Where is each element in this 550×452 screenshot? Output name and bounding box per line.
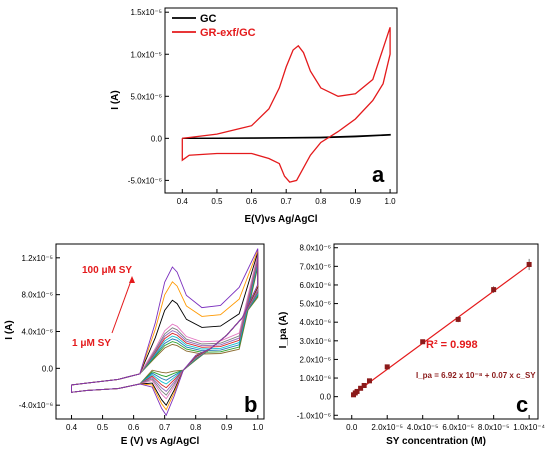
panel-b-x-tick-label: 0.6	[128, 423, 140, 432]
panel-b-y-tick-label: -4.0x10⁻⁶	[19, 401, 53, 410]
panel-a-x-tick-label: 0.4	[177, 197, 189, 206]
panel-b-x-tick-label: 0.8	[190, 423, 202, 432]
panel-a-y-tick-label: -5.0x10⁻⁶	[128, 176, 162, 185]
panel-c-y-tick-label: 1.0x10⁻⁶	[299, 374, 331, 383]
panel-c-calibration: 0.0 2.0x10⁻⁵ 4.0x10⁻⁵ 6.0x10⁻⁵ 8.0x10⁻⁵ 1.0x1…	[278, 243, 546, 447]
panel-c-x-tick-label: 2.0x10⁻⁵	[371, 423, 403, 432]
panel-a-legend: GC GR-exf/GC	[172, 13, 256, 39]
panel-c-x-tick-label: 8.0x10⁻⁵	[478, 423, 510, 432]
data-point	[384, 364, 390, 370]
curve-gc	[182, 133, 391, 139]
panel-a-y-tick-label: 5.0x10⁻⁶	[130, 92, 162, 101]
panel-a-x-tick-label: 0.9	[350, 197, 362, 206]
panel-b-letter: b	[244, 392, 257, 417]
data-point	[420, 339, 426, 345]
panel-c-x-axis-label: SY concentration (M)	[386, 436, 486, 447]
panel-b-annotation-arrow	[111, 277, 133, 334]
panel-b-x-tick-label: 0.9	[221, 423, 233, 432]
panel-a-x-axis-label: E(V)vs Ag/AgCl	[245, 214, 318, 225]
data-point	[366, 378, 372, 384]
panel-b-y-tick-label: 8.0x10⁻⁶	[21, 291, 53, 300]
cv-curve-7	[71, 255, 259, 396]
panel-c-y-tick-label: 4.0x10⁻⁶	[299, 318, 331, 327]
data-point	[526, 261, 532, 267]
panel-b-x-tick-label: 0.4	[66, 423, 78, 432]
panel-b-annotation-1um: 1 μM SY	[72, 338, 111, 349]
panel-b-x-axis-label: E (V) vs Ag/AgCl	[121, 436, 200, 447]
panel-c-y-tick-label: 5.0x10⁻⁶	[299, 300, 331, 309]
panel-b-y-axis-label: I (A)	[4, 320, 15, 339]
panel-c-equation: I_pa = 6.92 x 10⁻⁸ + 0.07 x c_SY	[416, 371, 536, 380]
panel-a-cv-comparison: 0.4 0.5 0.6 0.7 0.8 0.9 1.0 -5.0x10⁻⁶ 0.0 5.0x10⁻…	[110, 7, 398, 225]
data-point	[491, 287, 497, 293]
panel-c-x-tick-label: 6.0x10⁻⁵	[442, 423, 474, 432]
data-point	[354, 388, 360, 394]
panel-c-r2: R² = 0.998	[426, 339, 478, 351]
panel-c-x-tick-label: 4.0x10⁻⁵	[407, 423, 439, 432]
panel-c-y-tick-label: 0.0	[320, 393, 332, 402]
curve-gr-exf-gc	[181, 27, 391, 183]
panel-b-y-tick-label: 4.0x10⁻⁶	[21, 328, 53, 337]
panel-a-x-tick-label: 0.6	[246, 197, 258, 206]
panel-a-y-tick-label: 1.5x10⁻⁵	[130, 8, 162, 17]
panel-c-y-axis-label: I_pa (A)	[278, 312, 289, 349]
panel-a-x-tick-label: 1.0	[385, 197, 397, 206]
cv-curve-6	[71, 257, 259, 393]
panel-c-y-tick-label: -1.0x10⁻⁶	[297, 411, 331, 420]
panel-c-plot-frame	[333, 243, 539, 420]
panel-c-y-tick-label: 3.0x10⁻⁶	[299, 337, 331, 346]
panel-b-cv-concentrations: 0.4 0.5 0.6 0.7 0.8 0.9 1.0 -4.0x10⁻⁶ 0.0 4.0x10⁻…	[4, 243, 265, 447]
panel-b-y-tick-label: 1.2x10⁻⁵	[21, 254, 53, 263]
panel-b-y-tick-label: 0.0	[42, 364, 54, 373]
legend-gc-label: GC	[200, 13, 217, 25]
panel-a-x-tick-label: 0.7	[281, 197, 293, 206]
panel-a-y-axis-label: I (A)	[110, 90, 121, 109]
panel-b-x-tick-label: 0.7	[159, 423, 171, 432]
panel-a-x-tick-label: 0.5	[211, 197, 223, 206]
panel-b-arrowhead	[129, 276, 135, 283]
fit-line	[351, 264, 530, 396]
panel-a-x-tick-label: 0.8	[315, 197, 327, 206]
panel-a-y-tick-label: 1.0x10⁻⁵	[130, 50, 162, 59]
panel-a-letter: a	[372, 162, 385, 187]
panel-c-y-tick-label: 7.0x10⁻⁶	[299, 262, 331, 271]
panel-c-y-tick-label: 2.0x10⁻⁶	[299, 355, 331, 364]
panel-b-x-tick-label: 1.0	[252, 423, 264, 432]
data-point	[361, 382, 367, 388]
panel-b-annotation-100um: 100 μM SY	[82, 265, 132, 276]
data-point	[358, 385, 364, 391]
cv-curve-11	[71, 248, 259, 417]
panel-c-y-tick-label: 8.0x10⁻⁶	[299, 244, 331, 253]
data-point	[455, 316, 461, 322]
panel-c-letter: c	[516, 392, 528, 417]
panel-a-plot-frame	[164, 7, 398, 194]
panel-a-y-tick-label: 0.0	[151, 134, 163, 143]
panel-c-x-tick-label: 1.0x10⁻⁴	[513, 423, 545, 432]
panel-b-x-tick-label: 0.5	[97, 423, 109, 432]
legend-gr-exf-label: GR-exf/GC	[200, 27, 256, 39]
panel-c-y-tick-label: 6.0x10⁻⁶	[299, 281, 331, 290]
panel-c-x-tick-label: 0.0	[346, 423, 358, 432]
cv-curve-1	[71, 266, 259, 393]
